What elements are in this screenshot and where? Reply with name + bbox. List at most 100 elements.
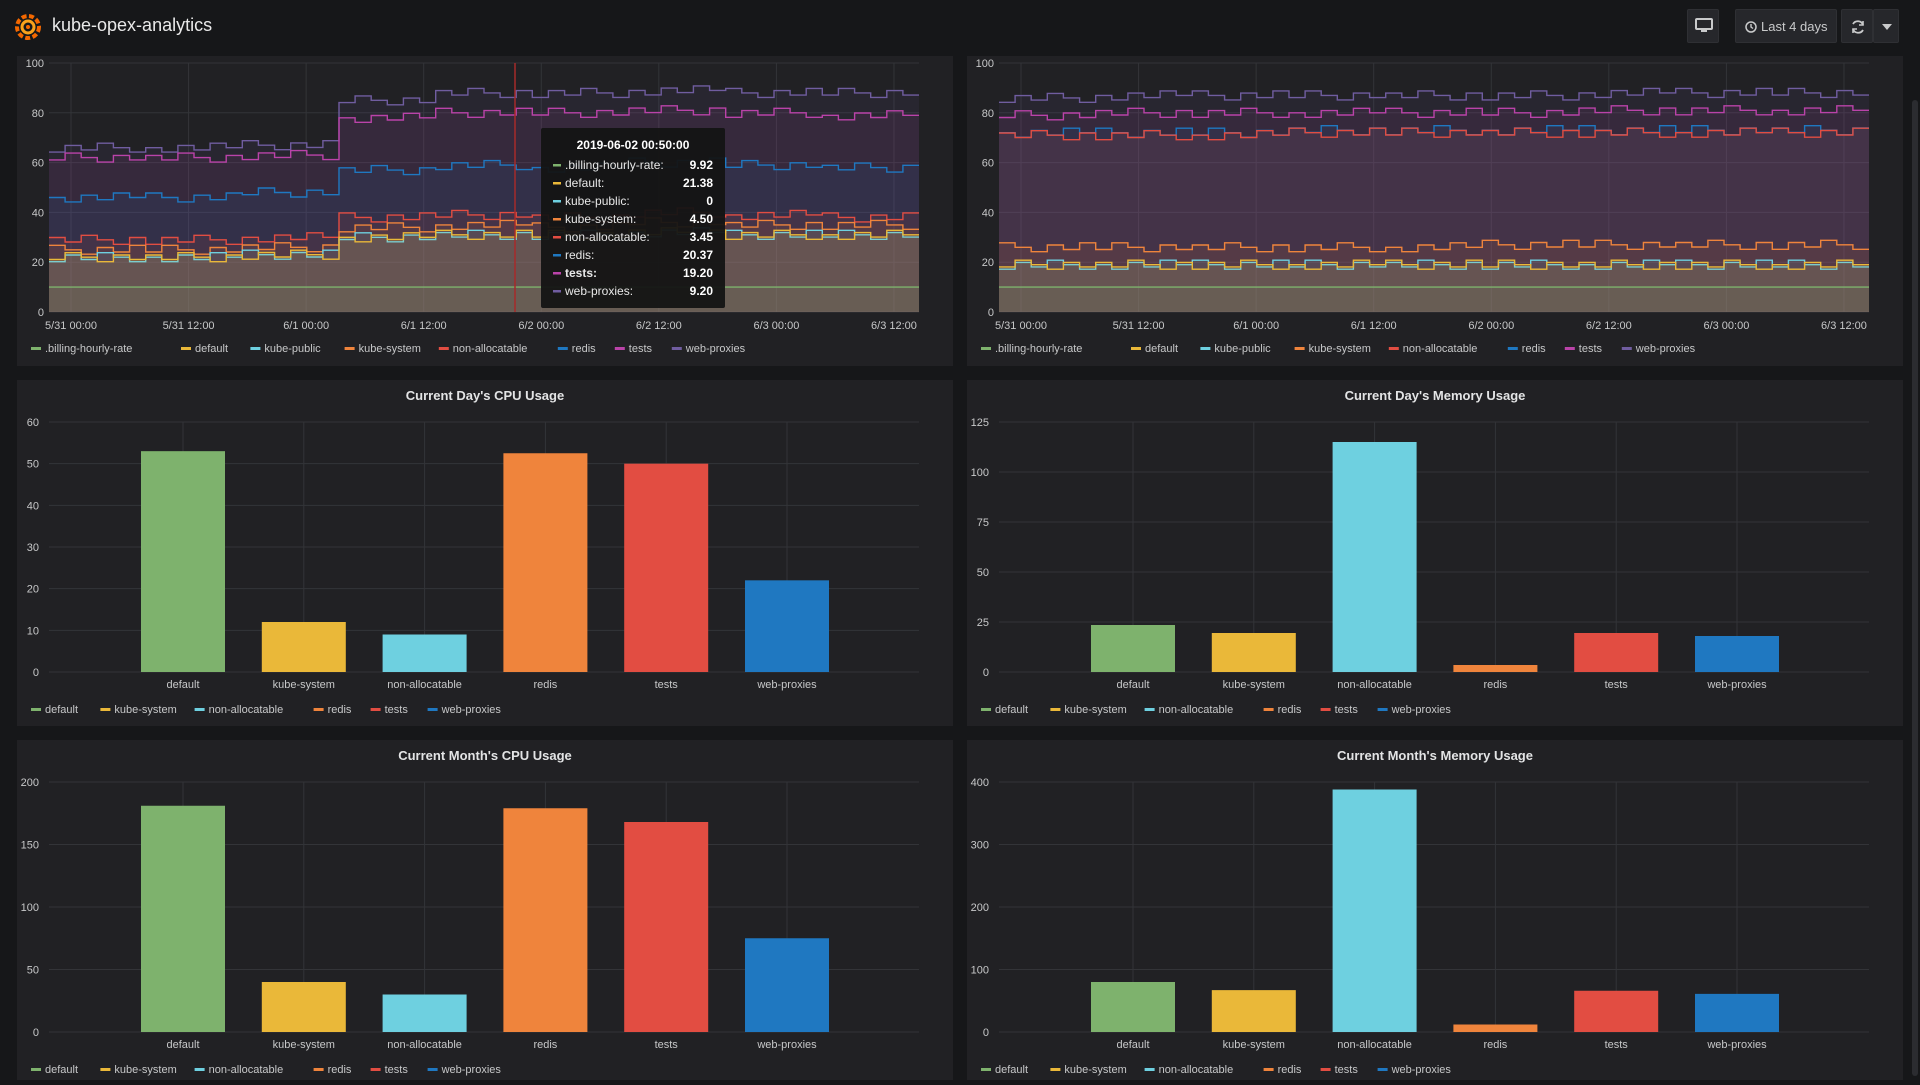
y-tick-label: 150 <box>21 840 39 852</box>
tv-mode-button[interactable] <box>1687 9 1719 43</box>
legend-item[interactable]: web-proxies <box>685 343 746 355</box>
day-memory-usage-chart[interactable]: 0 25 50 75 100 125 default kube-system non-alloc… <box>967 380 1903 726</box>
legend-swatch <box>981 1068 991 1071</box>
x-tick-label: non-allocatable <box>1337 679 1412 691</box>
legend-item[interactable]: default <box>195 343 228 355</box>
x-tick-label: web-proxies <box>756 679 817 691</box>
page-scrollbar[interactable] <box>1912 100 1918 1076</box>
refresh-button[interactable] <box>1841 9 1873 43</box>
x-tick-label: 5/31 12:00 <box>163 320 215 332</box>
legend-item[interactable]: tests <box>1335 1064 1359 1076</box>
legend-item[interactable]: kube-system <box>359 343 421 355</box>
monitor-icon <box>1695 18 1713 32</box>
legend-swatch <box>1621 347 1632 350</box>
dashboard-title[interactable]: kube-opex-analytics <box>52 15 213 35</box>
legend-item[interactable]: web-proxies <box>441 704 502 716</box>
x-tick-label: 6/3 12:00 <box>871 320 917 332</box>
x-tick-label: tests <box>1605 1039 1629 1051</box>
legend-item[interactable]: redis <box>1278 1064 1302 1076</box>
legend-item[interactable]: default <box>45 704 78 716</box>
legend-item[interactable]: .billing-hourly-rate <box>995 343 1082 355</box>
legend-item[interactable]: kube-public <box>264 343 321 355</box>
month-cpu-usage-chart[interactable]: 0 50 100 150 200 default kube-system non-alloca… <box>17 740 953 1080</box>
legend-item[interactable]: redis <box>1522 343 1546 355</box>
x-tick-label: 6/1 12:00 <box>401 320 447 332</box>
legend-swatch <box>313 708 324 711</box>
series-line-non-allocatable <box>999 127 1869 141</box>
legend-item[interactable]: tests <box>1335 704 1359 716</box>
legend-item[interactable]: web-proxies <box>441 1064 502 1076</box>
bar-tests <box>1574 990 1659 1032</box>
legend-item[interactable]: web-proxies <box>1391 1064 1452 1076</box>
legend-item[interactable]: kube-system <box>114 704 176 716</box>
legend-item[interactable]: kube-system <box>1064 1064 1126 1076</box>
legend-item[interactable]: default <box>45 1064 78 1076</box>
legend-item[interactable]: kube-system <box>1309 343 1371 355</box>
bar-tests <box>624 822 709 1032</box>
legend-item[interactable]: kube-public <box>1214 343 1271 355</box>
legend-item[interactable]: redis <box>572 343 596 355</box>
legend-item[interactable]: non-allocatable <box>1403 343 1478 355</box>
panel-title[interactable]: Current Month's CPU Usage <box>398 748 572 763</box>
legend-item[interactable]: web-proxies <box>1391 704 1452 716</box>
bar-web-proxies <box>1695 993 1779 1032</box>
legend-swatch <box>194 708 205 711</box>
series-area <box>999 128 1869 312</box>
legend-swatch <box>370 708 381 711</box>
legend-item[interactable]: tests <box>385 1064 409 1076</box>
legend-item[interactable]: non-allocatable <box>209 704 284 716</box>
legend-item[interactable]: redis <box>1278 704 1302 716</box>
cpu-usage-timeseries-chart[interactable]: 0 20 40 60 80 100 5/31 00:00 5/31 12:00 6/1 00:0… <box>17 56 953 366</box>
panel-title[interactable]: Current Day's Memory Usage <box>1344 388 1526 403</box>
legend-item[interactable]: .billing-hourly-rate <box>45 343 132 355</box>
legend-swatch <box>31 1068 41 1071</box>
legend-item[interactable]: non-allocatable <box>453 343 528 355</box>
tooltip-series-name: .billing-hourly-rate: <box>565 158 664 172</box>
y-tick-label: 60 <box>32 158 44 170</box>
bar-web-proxies <box>745 580 829 672</box>
y-tick-label: 50 <box>27 965 39 977</box>
legend-item[interactable]: kube-system <box>114 1064 176 1076</box>
legend-item[interactable]: non-allocatable <box>209 1064 284 1076</box>
legend-swatch <box>614 347 625 350</box>
legend-item[interactable]: non-allocatable <box>1159 1064 1234 1076</box>
legend-item[interactable]: tests <box>629 343 653 355</box>
legend-item[interactable]: redis <box>328 1064 352 1076</box>
bar-default <box>1091 625 1175 672</box>
x-tick-label: default <box>1116 679 1149 691</box>
y-tick-label: 20 <box>982 257 994 269</box>
time-picker-button[interactable]: Last 4 days <box>1735 9 1837 43</box>
bar-redis <box>503 808 588 1032</box>
month-memory-usage-panel: Current Month's Memory Usage 0 100 200 300 4… <box>967 740 1903 1080</box>
legend-item[interactable]: redis <box>328 704 352 716</box>
x-tick-label: 6/2 12:00 <box>1586 320 1632 332</box>
x-tick-label: redis <box>533 1039 557 1051</box>
memory-usage-timeseries-panel: 0 20 40 60 80 100 5/31 00:00 5/31 12:00 6/1 00:0… <box>967 56 1903 366</box>
legend-swatch <box>181 347 191 350</box>
panel-title[interactable]: Current Month's Memory Usage <box>1337 748 1533 763</box>
bar-non-allocatable <box>382 994 467 1032</box>
panel-title[interactable]: Current Day's CPU Usage <box>405 388 565 403</box>
y-tick-label: 125 <box>971 417 989 429</box>
legend-swatch <box>1294 347 1305 350</box>
legend-swatch <box>313 1068 324 1071</box>
refresh-interval-dropdown[interactable] <box>1873 9 1899 43</box>
memory-usage-timeseries-chart[interactable]: 0 20 40 60 80 100 5/31 00:00 5/31 12:00 6/1 00:0… <box>967 56 1903 366</box>
x-tick-label: non-allocatable <box>1337 1039 1412 1051</box>
legend-item[interactable]: default <box>995 704 1028 716</box>
y-tick-label: 50 <box>977 567 989 579</box>
day-cpu-usage-chart[interactable]: 0 10 20 30 40 50 60 default kube-system non-alloc… <box>17 380 953 726</box>
legend-item[interactable]: tests <box>385 704 409 716</box>
legend-item[interactable]: kube-system <box>1064 704 1126 716</box>
legend-item[interactable]: web-proxies <box>1635 343 1696 355</box>
legend-item[interactable]: tests <box>1579 343 1603 355</box>
bar-kube-system <box>261 622 346 672</box>
y-tick-label: 30 <box>27 542 39 554</box>
month-memory-usage-chart[interactable]: 0 100 200 300 400 default kube-system non-alloc… <box>967 740 1903 1080</box>
grafana-logo-icon[interactable] <box>12 10 44 42</box>
legend-item[interactable]: non-allocatable <box>1159 704 1234 716</box>
legend-item[interactable]: default <box>1145 343 1178 355</box>
legend-item[interactable]: default <box>995 1064 1028 1076</box>
series-line-tests <box>999 105 1869 121</box>
series-line-default <box>49 227 919 263</box>
